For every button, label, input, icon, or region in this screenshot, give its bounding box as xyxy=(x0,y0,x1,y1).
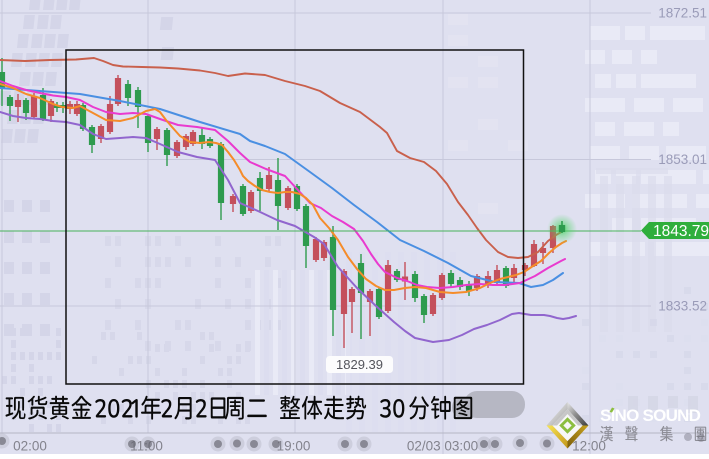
svg-text:02:00: 02:00 xyxy=(13,438,47,453)
svg-text:12:00: 12:00 xyxy=(572,438,606,453)
svg-text:02/03 03:00: 02/03 03:00 xyxy=(407,438,478,453)
svg-text:1833.52: 1833.52 xyxy=(658,299,707,314)
svg-text:SINO SOUND: SINO SOUND xyxy=(600,406,701,425)
svg-text:1843.79: 1843.79 xyxy=(653,223,709,240)
svg-text:19:00: 19:00 xyxy=(277,438,311,453)
svg-text:1872.51: 1872.51 xyxy=(658,6,707,21)
svg-text:1829.39: 1829.39 xyxy=(336,357,383,372)
svg-text:1853.01: 1853.01 xyxy=(658,152,707,167)
